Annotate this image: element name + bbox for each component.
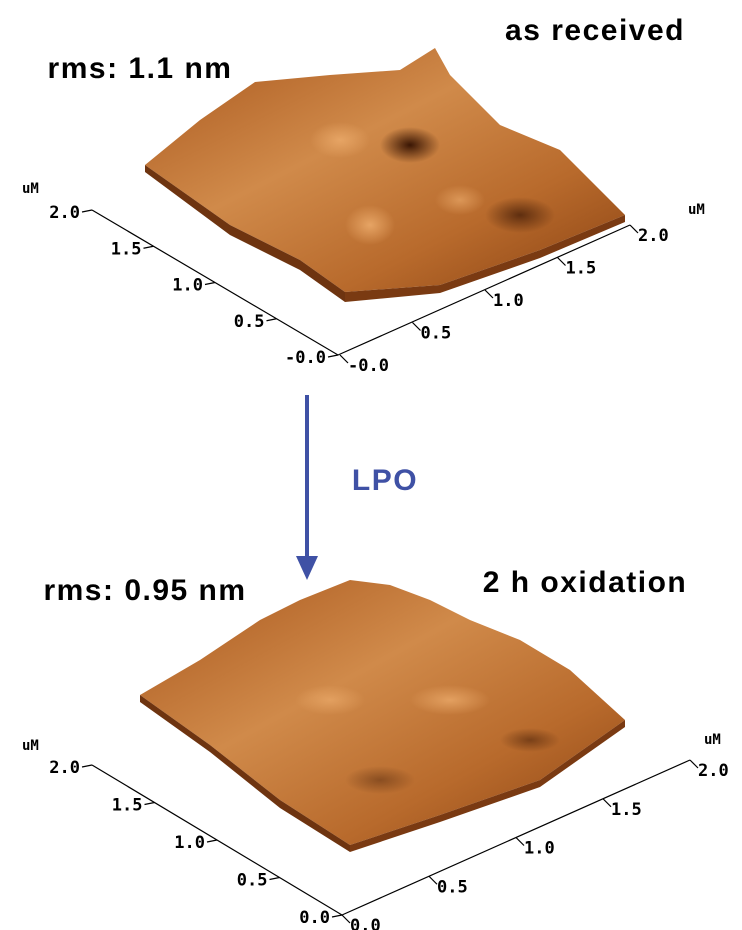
tick-label: 1.5 <box>566 259 597 279</box>
tick-mark <box>558 258 566 266</box>
figure: LPO as received rms: 1.1 nm uM uM 2 h ox… <box>0 0 742 930</box>
process-label: LPO <box>352 464 418 497</box>
tick-label: 1.0 <box>174 833 205 853</box>
tick-label: 1.5 <box>112 796 143 816</box>
tick-mark <box>82 210 92 212</box>
condition-label: 2 h oxidation <box>483 566 688 599</box>
tick-label: 0.5 <box>437 877 468 897</box>
tick-mark <box>485 290 493 298</box>
tick-mark <box>690 760 698 768</box>
axis-unit: uM <box>688 202 705 218</box>
afm-surface-bottom <box>140 580 625 852</box>
tick-label: 0.5 <box>237 871 268 891</box>
tick-mark <box>413 323 421 331</box>
tick-mark <box>516 838 524 846</box>
tick-mark <box>328 355 338 357</box>
tick-label: 1.5 <box>611 800 642 820</box>
tick-mark <box>429 876 437 884</box>
axis-unit: uM <box>22 738 39 754</box>
tick-mark <box>207 840 217 842</box>
tick-label: 0.0 <box>299 908 330 928</box>
tick-mark <box>267 319 277 321</box>
axis-unit: uM <box>704 732 721 748</box>
rms-label: rms: 0.95 nm <box>43 574 246 607</box>
tick-label: 1.0 <box>493 291 524 311</box>
tick-label: 1.0 <box>524 839 555 859</box>
tick-label: 2.0 <box>698 761 729 781</box>
tick-label: 0.0 <box>350 916 381 930</box>
condition-label: as received <box>505 14 685 47</box>
tick-mark <box>82 765 92 767</box>
tick-label: 0.5 <box>234 312 265 332</box>
process-arrow <box>296 395 318 580</box>
tick-label: 0.5 <box>421 324 452 344</box>
tick-mark <box>340 355 348 363</box>
tick-label: -0.0 <box>348 356 389 376</box>
tick-label: 2.0 <box>49 758 80 778</box>
tick-mark <box>332 915 342 917</box>
tick-label: 2.0 <box>638 226 669 246</box>
tick-label: -0.0 <box>285 348 326 368</box>
tick-mark <box>205 283 215 285</box>
tick-label: 1.0 <box>172 276 203 296</box>
tick-mark <box>342 915 350 923</box>
rms-label: rms: 1.1 nm <box>48 52 233 85</box>
tick-mark <box>603 799 611 807</box>
tick-label: 1.5 <box>111 239 142 259</box>
axis-unit: uM <box>22 181 39 197</box>
tick-mark <box>144 246 154 248</box>
tick-mark <box>630 225 638 233</box>
afm-surface-top <box>145 48 625 302</box>
tick-mark <box>145 803 155 805</box>
tick-mark <box>270 878 280 880</box>
tick-label: 2.0 <box>49 203 80 223</box>
